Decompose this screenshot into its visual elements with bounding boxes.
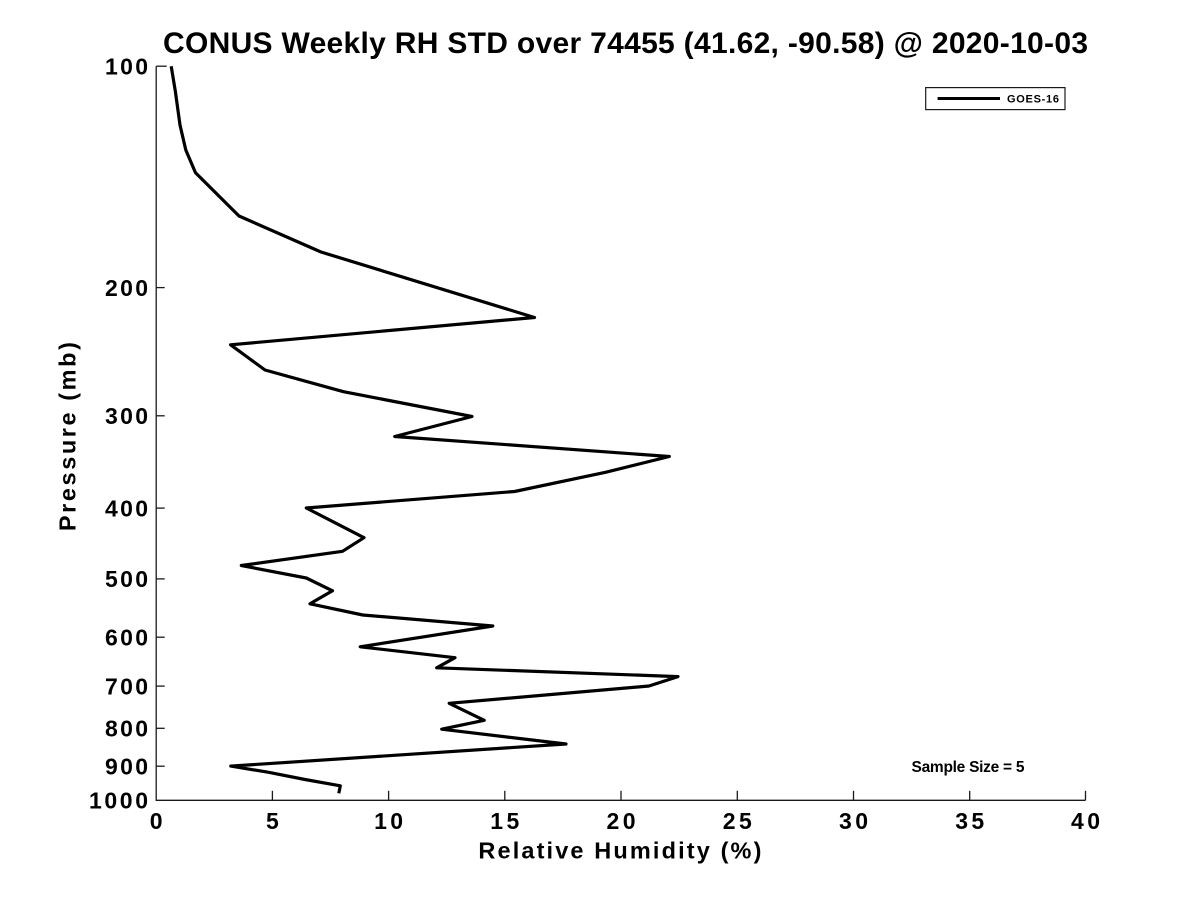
svg-text:400: 400 — [105, 495, 148, 521]
svg-text:100: 100 — [105, 54, 148, 80]
svg-text:300: 300 — [105, 403, 148, 429]
svg-text:200: 200 — [105, 275, 148, 301]
svg-text:CONUS Weekly RH STD over 74455: CONUS Weekly RH STD over 74455 (41.62, -… — [163, 27, 1088, 60]
svg-text:5: 5 — [266, 808, 279, 834]
svg-text:Pressure (mb): Pressure (mb) — [55, 342, 81, 531]
svg-text:500: 500 — [105, 566, 148, 592]
svg-text:900: 900 — [105, 754, 148, 780]
svg-text:Sample Size = 5: Sample Size = 5 — [912, 759, 1025, 776]
svg-text:GOES-16: GOES-16 — [1007, 94, 1059, 106]
svg-text:0: 0 — [150, 808, 163, 834]
svg-text:800: 800 — [105, 716, 148, 742]
svg-text:600: 600 — [105, 625, 148, 651]
svg-text:700: 700 — [105, 673, 148, 699]
svg-text:Relative Humidity (%): Relative Humidity (%) — [478, 837, 761, 863]
